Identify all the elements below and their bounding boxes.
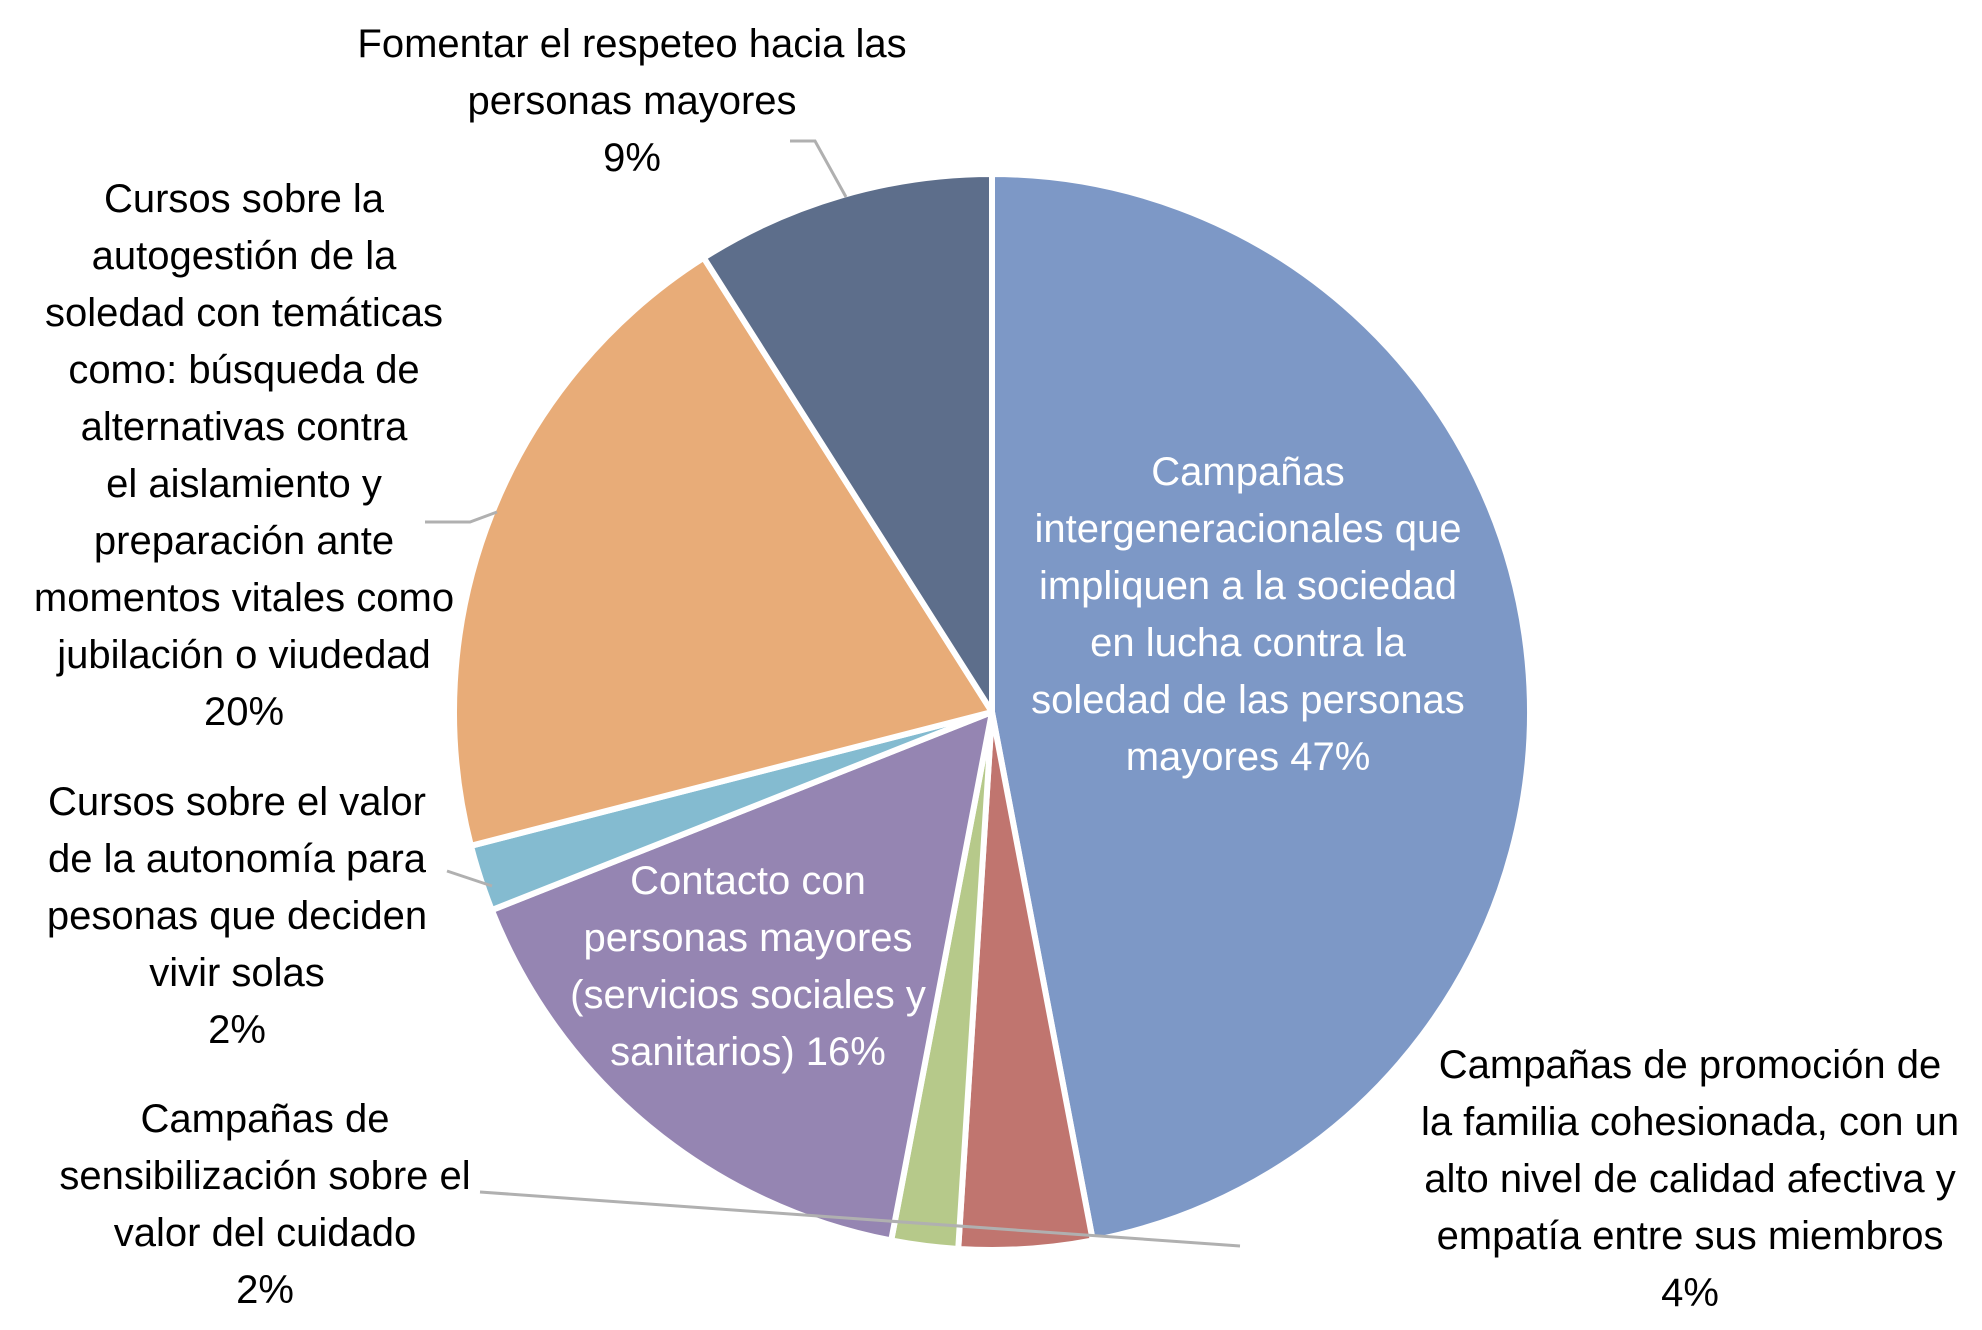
data-label-line: de la autonomía para [48, 837, 427, 881]
data-label-line: 2% [208, 1008, 266, 1052]
data-label-3: Campañas de sensibilización sobre el valor… [59, 1097, 470, 1312]
data-label-line: vivir solas [149, 951, 325, 995]
data-label-line: Contacto con [630, 859, 866, 903]
data-label-line: Cursos sobre el valor [48, 780, 426, 824]
leader-line-5 [446, 869, 493, 888]
data-label-line: el aislamiento y [106, 462, 382, 506]
leader-line-7 [790, 139, 848, 198]
data-label-line: jubilación o viudedad [56, 633, 431, 677]
data-label-line: momentos vitales como [34, 576, 454, 620]
data-label-7: Fomentar el respeteo hacia las personas m… [357, 22, 906, 180]
data-label-line: soledad con temáticas [45, 291, 443, 335]
data-label-line: sensibilización sobre el [59, 1154, 470, 1198]
data-label-line: pesonas que deciden [47, 894, 427, 938]
data-label-line: 2% [236, 1268, 294, 1312]
data-label-line: mayores 47% [1126, 735, 1371, 779]
data-label-line: Fomentar el respeteo hacia las [357, 22, 906, 66]
data-label-line: sanitarios) 16% [610, 1030, 886, 1074]
data-label-line: Campañas de [140, 1097, 389, 1141]
data-label-2: Campañas de promoción de la familia cohes… [1421, 1043, 1959, 1315]
data-label-line: Cursos sobre la [104, 177, 385, 221]
data-label-1: Campañas intergeneracionales que impliquen… [1031, 450, 1465, 779]
data-label-line: Campañas de promoción de [1439, 1043, 1942, 1087]
data-label-line: autogestión de la [92, 234, 397, 278]
data-label-line: 20% [204, 690, 284, 734]
data-label-line: en lucha contra la [1090, 621, 1407, 665]
data-label-line: como: búsqueda de [68, 348, 419, 392]
data-label-line: alto nivel de calidad afectiva y [1424, 1157, 1955, 1201]
data-label-4: Contacto con personas mayores (servicios s… [570, 859, 926, 1074]
data-label-line: 9% [603, 136, 661, 180]
data-label-line: impliquen a la sociedad [1039, 564, 1457, 608]
leader-line-3 [479, 1190, 1241, 1248]
data-label-line: intergeneracionales que [1035, 507, 1462, 551]
leader-line-6 [425, 510, 498, 524]
data-label-line: (servicios sociales y [570, 973, 926, 1017]
data-label-5: Cursos sobre el valor de la autonomía par… [47, 780, 427, 1052]
pie-slice-4 [488, 709, 995, 1244]
data-label-line: soledad de las personas [1031, 678, 1465, 722]
pie-slice-1 [989, 171, 1533, 1244]
data-label-6: Cursos sobre la autogestión de la soledad … [34, 177, 454, 734]
data-label-line: la familia cohesionada, con un [1421, 1100, 1959, 1144]
data-label-line: 4% [1661, 1271, 1719, 1315]
data-label-line: personas mayores [583, 916, 912, 960]
data-label-line: Campañas [1151, 450, 1344, 494]
data-label-line: valor del cuidado [114, 1211, 416, 1255]
data-label-line: personas mayores [467, 79, 796, 123]
data-label-line: alternativas contra [81, 405, 409, 449]
data-label-line: preparación ante [94, 519, 394, 563]
data-label-line: empatía entre sus miembros [1437, 1214, 1944, 1258]
pie-slice-7 [700, 171, 995, 715]
